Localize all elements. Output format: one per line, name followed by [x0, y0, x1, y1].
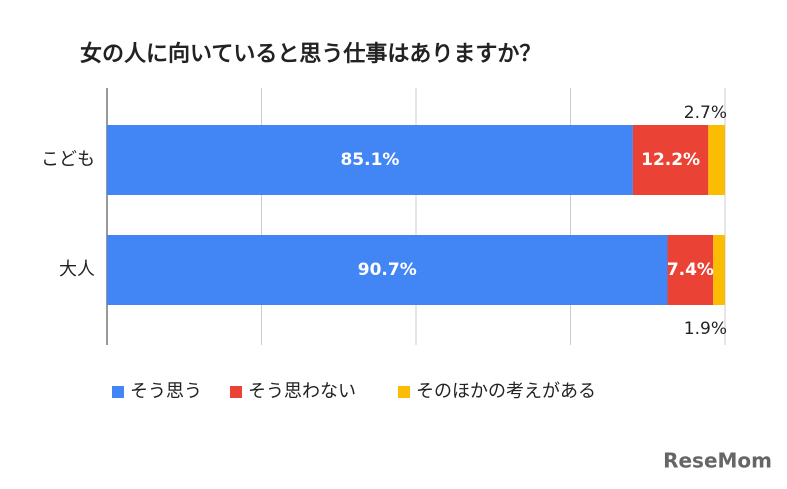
- bar-segment: [107, 125, 633, 195]
- bar-segment: [708, 125, 725, 195]
- legend-label: そのほかの考えがある: [416, 381, 596, 402]
- legend-swatch: [398, 386, 410, 398]
- legend-swatch: [112, 386, 124, 398]
- y-tick-label: 大人: [59, 259, 95, 280]
- value-label: 2.7%: [684, 103, 727, 123]
- legend-label: そう思う: [130, 381, 202, 402]
- legend-swatch: [230, 386, 242, 398]
- bar-segment: [107, 235, 668, 305]
- bar-segment: [632, 125, 709, 195]
- value-label: 7.4%: [667, 260, 714, 280]
- y-tick-label: こども: [41, 149, 95, 170]
- bar-segment: [667, 235, 714, 305]
- chart-title: 女の人に向いていると思う仕事はありますか？: [80, 41, 541, 67]
- value-label: 90.7%: [358, 260, 417, 280]
- value-label: 85.1%: [340, 150, 399, 170]
- value-label: 12.2%: [641, 150, 700, 170]
- bar-segment: [713, 235, 725, 305]
- legend-label: そう思わない: [248, 381, 356, 402]
- watermark: ReseMom: [663, 449, 772, 473]
- value-label: 1.9%: [684, 319, 727, 339]
